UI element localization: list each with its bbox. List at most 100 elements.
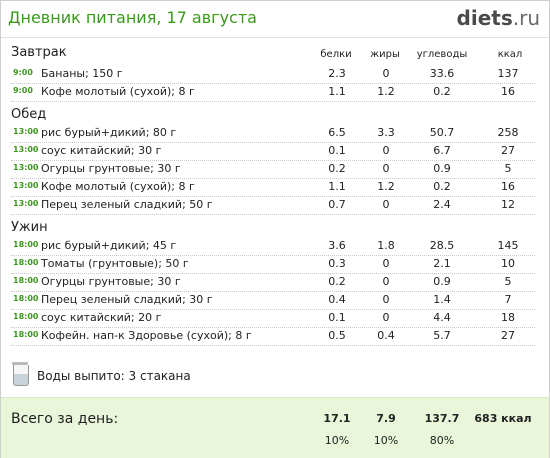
meal-time: 18:00 [13, 312, 39, 321]
meal-time: 18:00 [13, 294, 39, 303]
protein-value: 2.3 [328, 67, 346, 80]
protein-value: 0.7 [328, 198, 346, 211]
fat-value: 0 [382, 67, 390, 80]
carbs-value: 33.6 [429, 67, 455, 80]
carbs-value: 2.1 [433, 257, 451, 270]
meal-title-breakfast: Завтрак [11, 45, 67, 60]
fat-percent: 10% [373, 434, 399, 447]
meal-time: 13:00 [13, 199, 39, 208]
carbs-value: 0.9 [433, 275, 451, 288]
daily-totals: Всего за день: 17.1 7.9 137.7 683 ккал 1… [1, 397, 549, 458]
table-row: 9:00 Кофе молотый (сухой); 8 г 1.1 1.2 0… [11, 83, 535, 102]
site-logo[interactable]: diets.ru [457, 6, 540, 30]
carbs-value: 0.2 [433, 85, 451, 98]
meal-time: 9:00 [13, 68, 33, 77]
food-name: Томаты (грунтовые); 50 г [41, 257, 189, 270]
food-name: соус китайский; 30 г [41, 144, 162, 157]
carbs-value: 6.7 [433, 144, 451, 157]
table-row: 18:00 соус китайский; 20 г 0.1 0 4.4 18 [11, 309, 535, 328]
water-intake: Воды выпито: 3 стакана [11, 362, 411, 389]
protein-value: 0.1 [328, 144, 346, 157]
food-name: рис бурый+дикий; 80 г [41, 126, 177, 139]
meal-time: 13:00 [13, 145, 39, 154]
kcal-value: 5 [504, 162, 512, 175]
logo-main: diets [456, 6, 513, 30]
carbs-value: 28.5 [429, 239, 455, 252]
kcal-value: 10 [501, 257, 515, 270]
meal-time: 13:00 [13, 181, 39, 190]
page-title: Дневник питания, 17 августа [8, 8, 257, 27]
meal-title-lunch: Обед [11, 107, 47, 122]
total-kcal: 683 ккал [474, 412, 532, 425]
table-row: 18:00 рис бурый+дикий; 45 г 3.6 1.8 28.5… [11, 237, 535, 256]
kcal-value: 137 [497, 67, 519, 80]
food-name: Кофе молотый (сухой); 8 г [41, 180, 195, 193]
table-row: 13:00 Огурцы грунтовые; 30 г 0.2 0 0.9 5 [11, 160, 535, 179]
carbs-value: 0.2 [433, 180, 451, 193]
header: Дневник питания, 17 августа diets.ru [1, 1, 549, 38]
fat-value: 1.8 [377, 239, 395, 252]
carbs-value: 50.7 [429, 126, 455, 139]
carbs-value: 1.4 [433, 293, 451, 306]
fat-value: 0 [382, 144, 390, 157]
carbs-value: 5.7 [433, 329, 451, 342]
kcal-value: 258 [497, 126, 519, 139]
protein-value: 0.5 [328, 329, 346, 342]
food-name: Перец зеленый сладкий; 50 г [41, 198, 213, 211]
col-header-kcal: ккал [497, 49, 523, 60]
food-name: рис бурый+дикий; 45 г [41, 239, 177, 252]
kcal-value: 7 [504, 293, 512, 306]
meal-time: 13:00 [13, 127, 39, 136]
food-name: Огурцы грунтовые; 30 г [41, 162, 181, 175]
water-text: Воды выпито: 3 стакана [37, 369, 191, 383]
food-name: Бананы; 150 г [41, 67, 123, 80]
fat-value: 3.3 [377, 126, 395, 139]
food-name: Кофейн. нап-к Здоровье (сухой); 8 г [41, 329, 252, 342]
total-carbs: 137.7 [424, 412, 460, 425]
protein-percent: 10% [324, 434, 350, 447]
kcal-value: 5 [504, 275, 512, 288]
fat-value: 1.2 [377, 180, 395, 193]
col-header-protein: белки [320, 49, 352, 60]
fat-value: 0 [382, 275, 390, 288]
kcal-value: 16 [501, 180, 515, 193]
table-row: 18:00 Перец зеленый сладкий; 30 г 0.4 0 … [11, 291, 535, 310]
food-name: Перец зеленый сладкий; 30 г [41, 293, 213, 306]
col-header-fat: жиры [370, 49, 400, 60]
kcal-value: 18 [501, 311, 515, 324]
fat-value: 0 [382, 293, 390, 306]
protein-value: 0.2 [328, 275, 346, 288]
food-name: Огурцы грунтовые; 30 г [41, 275, 181, 288]
carbs-value: 4.4 [433, 311, 451, 324]
carbs-percent: 80% [429, 434, 455, 447]
kcal-value: 27 [501, 144, 515, 157]
meal-time: 18:00 [13, 258, 39, 267]
fat-value: 0 [382, 257, 390, 270]
protein-value: 3.6 [328, 239, 346, 252]
meal-time: 13:00 [13, 163, 39, 172]
table-row: 9:00 Бананы; 150 г 2.3 0 33.6 137 [11, 65, 535, 84]
protein-value: 6.5 [328, 126, 346, 139]
meal-time: 18:00 [13, 276, 39, 285]
total-fat: 7.9 [376, 412, 396, 425]
glass-icon [12, 362, 29, 386]
meal-time: 9:00 [13, 86, 33, 95]
totals-label: Всего за день: [11, 411, 119, 427]
fat-value: 0.4 [377, 329, 395, 342]
food-name: соус китайский; 20 г [41, 311, 162, 324]
meal-time: 18:00 [13, 330, 39, 339]
kcal-value: 27 [501, 329, 515, 342]
carbs-value: 0.9 [433, 162, 451, 175]
protein-value: 0.4 [328, 293, 346, 306]
total-protein: 17.1 [323, 412, 351, 425]
meal-time: 18:00 [13, 240, 39, 249]
protein-value: 1.1 [328, 180, 346, 193]
table-row: 18:00 Кофейн. нап-к Здоровье (сухой); 8 … [11, 327, 535, 346]
col-header-carbs: углеводы [416, 49, 468, 60]
protein-value: 0.3 [328, 257, 346, 270]
table-row: 13:00 рис бурый+дикий; 80 г 6.5 3.3 50.7… [11, 124, 535, 143]
table-row: 13:00 Перец зеленый сладкий; 50 г 0.7 0 … [11, 196, 535, 215]
carbs-value: 2.4 [433, 198, 451, 211]
table-row: 13:00 Кофе молотый (сухой); 8 г 1.1 1.2 … [11, 178, 535, 197]
